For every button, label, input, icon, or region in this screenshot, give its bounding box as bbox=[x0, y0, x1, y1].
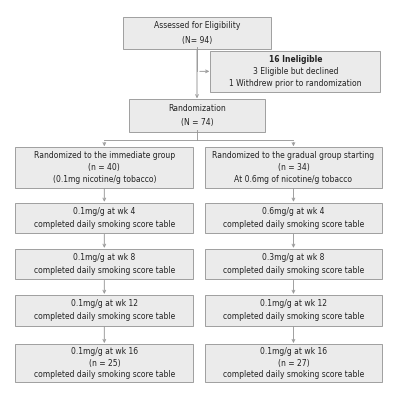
FancyBboxPatch shape bbox=[210, 51, 381, 92]
FancyBboxPatch shape bbox=[15, 147, 193, 188]
Text: completed daily smoking score table: completed daily smoking score table bbox=[34, 370, 175, 379]
Text: completed daily smoking score table: completed daily smoking score table bbox=[223, 220, 364, 229]
Text: (n = 25): (n = 25) bbox=[89, 359, 120, 368]
Text: 16 Ineligible: 16 Ineligible bbox=[269, 55, 322, 64]
FancyBboxPatch shape bbox=[15, 344, 193, 382]
Text: completed daily smoking score table: completed daily smoking score table bbox=[223, 266, 364, 275]
Text: (n = 34): (n = 34) bbox=[278, 163, 309, 172]
FancyBboxPatch shape bbox=[204, 344, 382, 382]
Text: completed daily smoking score table: completed daily smoking score table bbox=[223, 370, 364, 379]
FancyBboxPatch shape bbox=[204, 295, 382, 326]
Text: (n = 27): (n = 27) bbox=[278, 359, 309, 368]
FancyBboxPatch shape bbox=[15, 203, 193, 234]
Text: 3 Eligible but declined: 3 Eligible but declined bbox=[253, 67, 338, 76]
Text: 1 Withdrew prior to randomization: 1 Withdrew prior to randomization bbox=[229, 79, 362, 88]
Text: completed daily smoking score table: completed daily smoking score table bbox=[34, 266, 175, 275]
Text: 0.1mg/g at wk 4: 0.1mg/g at wk 4 bbox=[73, 207, 136, 216]
Text: completed daily smoking score table: completed daily smoking score table bbox=[223, 312, 364, 322]
Text: completed daily smoking score table: completed daily smoking score table bbox=[34, 220, 175, 229]
FancyBboxPatch shape bbox=[129, 99, 265, 132]
Text: Assessed for Eligibility: Assessed for Eligibility bbox=[154, 21, 240, 30]
Text: 0.1mg/g at wk 8: 0.1mg/g at wk 8 bbox=[73, 253, 136, 262]
FancyBboxPatch shape bbox=[123, 17, 271, 49]
FancyBboxPatch shape bbox=[204, 147, 382, 188]
FancyBboxPatch shape bbox=[15, 249, 193, 280]
Text: 0.1mg/g at wk 12: 0.1mg/g at wk 12 bbox=[260, 299, 327, 308]
Text: 0.1mg/g at wk 16: 0.1mg/g at wk 16 bbox=[71, 347, 138, 356]
Text: (N = 74): (N = 74) bbox=[181, 118, 213, 127]
Text: 0.6mg/g at wk 4: 0.6mg/g at wk 4 bbox=[262, 207, 325, 216]
Text: Randomized to the gradual group starting: Randomized to the gradual group starting bbox=[212, 151, 375, 160]
Text: 0.3mg/g at wk 8: 0.3mg/g at wk 8 bbox=[262, 253, 325, 262]
Text: Randomization: Randomization bbox=[168, 104, 226, 113]
FancyBboxPatch shape bbox=[204, 203, 382, 234]
Text: At 0.6mg of nicotine/g tobacco: At 0.6mg of nicotine/g tobacco bbox=[234, 175, 353, 184]
Text: 0.1mg/g at wk 12: 0.1mg/g at wk 12 bbox=[71, 299, 138, 308]
Text: (n = 40): (n = 40) bbox=[89, 163, 120, 172]
Text: (N= 94): (N= 94) bbox=[182, 36, 212, 45]
FancyBboxPatch shape bbox=[15, 295, 193, 326]
Text: completed daily smoking score table: completed daily smoking score table bbox=[34, 312, 175, 322]
FancyBboxPatch shape bbox=[204, 249, 382, 280]
Text: Randomized to the immediate group: Randomized to the immediate group bbox=[34, 151, 175, 160]
Text: 0.1mg/g at wk 16: 0.1mg/g at wk 16 bbox=[260, 347, 327, 356]
Text: (0.1mg nicotine/g tobacco): (0.1mg nicotine/g tobacco) bbox=[52, 175, 156, 184]
